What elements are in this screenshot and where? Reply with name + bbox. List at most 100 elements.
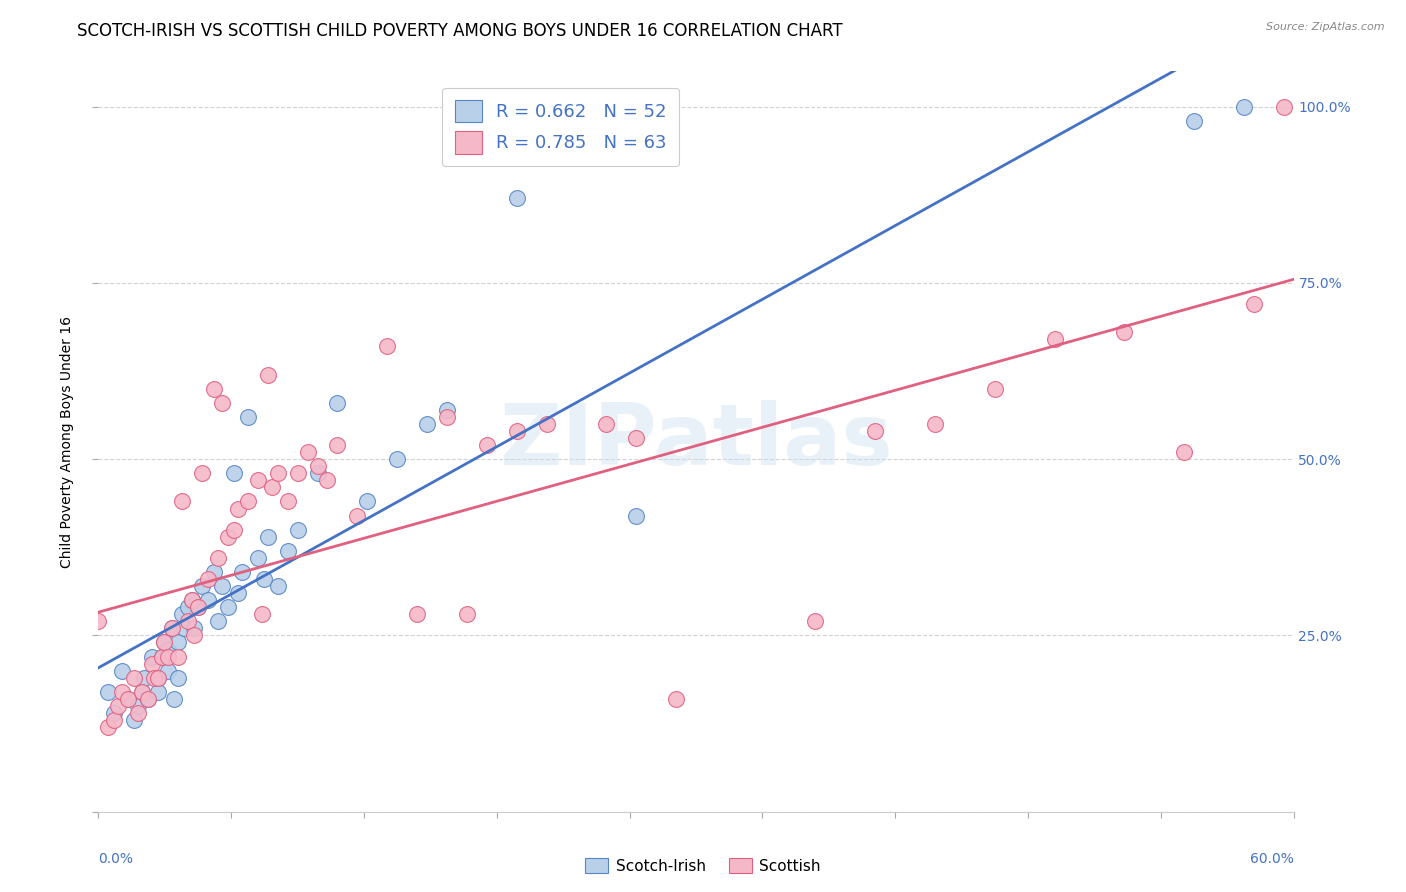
- Point: [217, 530, 239, 544]
- Point: [150, 649, 173, 664]
- Text: SCOTCH-IRISH VS SCOTTISH CHILD POVERTY AMONG BOYS UNDER 16 CORRELATION CHART: SCOTCH-IRISH VS SCOTTISH CHILD POVERTY A…: [77, 22, 844, 40]
- Point: [1043, 332, 1066, 346]
- Point: [97, 685, 120, 699]
- Point: [183, 628, 205, 642]
- Point: [277, 494, 299, 508]
- Point: [167, 635, 190, 649]
- Point: [256, 530, 278, 544]
- Point: [107, 698, 129, 713]
- Point: [136, 692, 159, 706]
- Point: [211, 579, 233, 593]
- Point: [346, 508, 368, 523]
- Point: [436, 402, 458, 417]
- Point: [191, 467, 214, 481]
- Point: [117, 692, 139, 706]
- Point: [187, 600, 209, 615]
- Point: [595, 417, 617, 431]
- Point: [160, 621, 183, 635]
- Point: [111, 664, 134, 678]
- Point: [356, 494, 378, 508]
- Point: [316, 473, 339, 487]
- Point: [187, 600, 209, 615]
- Point: [163, 692, 186, 706]
- Point: [207, 550, 229, 565]
- Point: [536, 417, 558, 431]
- Legend: R = 0.662   N = 52, R = 0.785   N = 63: R = 0.662 N = 52, R = 0.785 N = 63: [441, 87, 679, 166]
- Point: [183, 621, 205, 635]
- Point: [326, 396, 349, 410]
- Point: [506, 191, 529, 205]
- Point: [665, 692, 688, 706]
- Point: [141, 649, 163, 664]
- Point: [157, 649, 180, 664]
- Point: [307, 459, 329, 474]
- Point: [1233, 100, 1256, 114]
- Point: [103, 713, 125, 727]
- Point: [406, 607, 429, 622]
- Point: [160, 621, 183, 635]
- Text: Source: ZipAtlas.com: Source: ZipAtlas.com: [1267, 22, 1385, 32]
- Point: [87, 615, 110, 629]
- Point: [984, 382, 1007, 396]
- Point: [506, 424, 529, 438]
- Point: [172, 607, 194, 622]
- Point: [222, 467, 245, 481]
- Point: [150, 649, 173, 664]
- Point: [177, 600, 200, 615]
- Point: [124, 671, 146, 685]
- Point: [1243, 297, 1265, 311]
- Point: [246, 550, 269, 565]
- Point: [131, 685, 153, 699]
- Point: [103, 706, 125, 720]
- Point: [231, 565, 253, 579]
- Point: [260, 480, 283, 494]
- Point: [148, 685, 170, 699]
- Point: [865, 424, 887, 438]
- Point: [277, 544, 299, 558]
- Y-axis label: Child Poverty Among Boys Under 16: Child Poverty Among Boys Under 16: [60, 316, 75, 567]
- Point: [1182, 113, 1205, 128]
- Point: [202, 565, 225, 579]
- Point: [307, 467, 329, 481]
- Point: [297, 445, 319, 459]
- Point: [181, 593, 204, 607]
- Point: [385, 452, 409, 467]
- Point: [253, 572, 276, 586]
- Point: [136, 692, 159, 706]
- Point: [181, 593, 204, 607]
- Point: [153, 635, 176, 649]
- Point: [804, 615, 827, 629]
- Point: [267, 467, 290, 481]
- Point: [217, 600, 239, 615]
- Point: [375, 339, 398, 353]
- Point: [456, 607, 478, 622]
- Point: [141, 657, 163, 671]
- Point: [97, 720, 120, 734]
- Point: [148, 671, 170, 685]
- Point: [236, 409, 259, 424]
- Point: [226, 501, 249, 516]
- Point: [326, 438, 349, 452]
- Point: [124, 713, 146, 727]
- Point: [236, 494, 259, 508]
- Point: [222, 523, 245, 537]
- Point: [143, 671, 166, 685]
- Point: [177, 615, 200, 629]
- Point: [197, 593, 219, 607]
- Text: 60.0%: 60.0%: [1250, 853, 1294, 866]
- Point: [1173, 445, 1195, 459]
- Point: [287, 467, 309, 481]
- Point: [167, 671, 190, 685]
- Point: [157, 664, 180, 678]
- Point: [211, 396, 233, 410]
- Point: [626, 431, 648, 445]
- Point: [287, 523, 309, 537]
- Point: [207, 615, 229, 629]
- Point: [127, 706, 149, 720]
- Point: [267, 579, 290, 593]
- Point: [191, 579, 214, 593]
- Legend: Scotch-Irish, Scottish: Scotch-Irish, Scottish: [579, 852, 827, 880]
- Point: [250, 607, 273, 622]
- Point: [157, 642, 180, 657]
- Point: [475, 438, 498, 452]
